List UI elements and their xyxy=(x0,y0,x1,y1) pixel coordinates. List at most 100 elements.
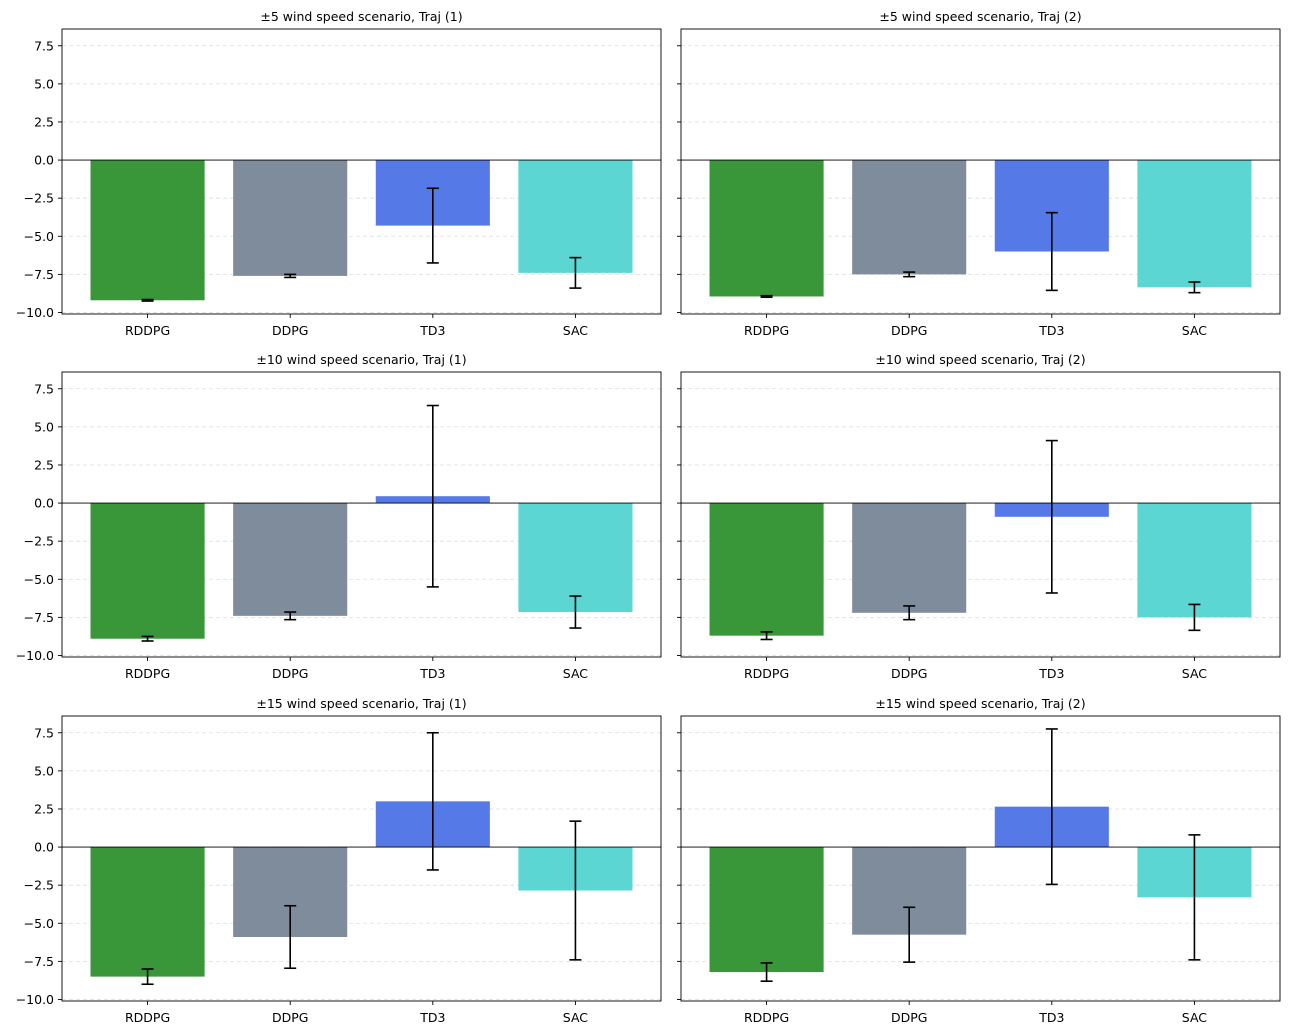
x-tick-label: SAC xyxy=(563,323,588,338)
y-tick-label: −10.0 xyxy=(16,992,54,1007)
y-tick-label: 2.5 xyxy=(34,457,54,472)
y-tick-label: 0.0 xyxy=(34,840,54,855)
bar-rddpg xyxy=(90,847,205,977)
bar-rddpg xyxy=(709,160,824,297)
panel-title: ±10 wind speed scenario, Traj (1) xyxy=(256,352,466,367)
y-tick-label: −10.0 xyxy=(16,648,54,663)
x-tick-label: RDDPG xyxy=(125,666,170,681)
x-tick-label: TD3 xyxy=(419,323,445,338)
x-tick-label: SAC xyxy=(1182,323,1207,338)
y-tick-label: 0.0 xyxy=(34,153,54,168)
y-tick-label: −7.5 xyxy=(24,954,54,969)
x-tick-label: SAC xyxy=(1182,666,1207,681)
axes-frame xyxy=(680,28,1281,315)
y-tick-label: −7.5 xyxy=(24,610,54,625)
error-bar-td3 xyxy=(1045,728,1058,886)
error-bar-sac xyxy=(569,595,582,629)
error-bar-rddpg xyxy=(141,968,154,986)
axes-frame xyxy=(61,28,662,315)
panel-title: ±5 wind speed scenario, Traj (2) xyxy=(879,9,1081,24)
error-bar-td3 xyxy=(426,404,439,588)
panel-title: ±15 wind speed scenario, Traj (2) xyxy=(875,696,1085,711)
chart-panel-3: ±10 wind speed scenario, Traj (1) −10.0 −7… xyxy=(16,352,662,681)
error-bar-rddpg xyxy=(760,631,773,641)
y-tick-label: −5.0 xyxy=(24,916,54,931)
error-bar-ddpg xyxy=(903,271,916,278)
y-tick-label: 0.0 xyxy=(34,496,54,511)
chart-panel-4: ±10 wind speed scenario, Traj (2) RDDPG DD… xyxy=(677,352,1281,681)
y-tick-label: −5.0 xyxy=(24,572,54,587)
x-tick-label: DDPG xyxy=(891,666,927,681)
error-bar-td3 xyxy=(426,731,439,871)
x-tick-label: DDPG xyxy=(272,666,308,681)
axes-frame xyxy=(61,371,662,658)
y-tick-label: 7.5 xyxy=(34,381,54,396)
axes-frame xyxy=(680,715,1281,1002)
y-tick-label: −7.5 xyxy=(24,267,54,282)
error-bar-ddpg xyxy=(284,611,297,621)
panel-title: ±5 wind speed scenario, Traj (1) xyxy=(260,9,462,24)
chart-panel-1: ±5 wind speed scenario, Traj (1) −10.0 −7.… xyxy=(16,9,662,338)
bar-sac xyxy=(518,503,633,613)
x-tick-label: SAC xyxy=(563,666,588,681)
error-bar-sac xyxy=(1188,281,1201,294)
error-bar-sac xyxy=(569,256,582,289)
y-tick-label: −10.0 xyxy=(16,305,54,320)
x-tick-label: SAC xyxy=(1182,1010,1207,1025)
bar-ddpg xyxy=(852,503,967,613)
error-bar-sac xyxy=(1188,603,1201,632)
bar-ddpg xyxy=(233,160,348,276)
panel-title: ±10 wind speed scenario, Traj (2) xyxy=(875,352,1085,367)
y-tick-label: 5.0 xyxy=(34,76,54,91)
error-bar-td3 xyxy=(426,187,439,264)
x-tick-label: TD3 xyxy=(1038,666,1064,681)
x-tick-label: SAC xyxy=(563,1010,588,1025)
error-bar-rddpg xyxy=(141,635,154,642)
panel-title: ±15 wind speed scenario, Traj (1) xyxy=(256,696,466,711)
chart-panel-5: ±15 wind speed scenario, Traj (1) −10.0 −7… xyxy=(16,696,662,1025)
error-bar-ddpg xyxy=(903,906,916,963)
bar-rddpg xyxy=(709,503,824,636)
x-tick-label: TD3 xyxy=(1038,1010,1064,1025)
error-bar-rddpg xyxy=(760,962,773,982)
y-tick-label: 5.0 xyxy=(34,763,54,778)
error-bar-ddpg xyxy=(903,605,916,621)
y-tick-label: 2.5 xyxy=(34,801,54,816)
error-bar-rddpg xyxy=(760,294,773,299)
axes-frame xyxy=(680,371,1281,658)
error-bar-td3 xyxy=(1045,211,1058,292)
error-bar-ddpg xyxy=(284,273,297,279)
y-tick-label: 7.5 xyxy=(34,725,54,740)
x-tick-label: DDPG xyxy=(891,323,927,338)
error-bar-sac xyxy=(1188,834,1201,961)
bar-rddpg xyxy=(90,503,205,639)
x-tick-label: DDPG xyxy=(891,1010,927,1025)
x-tick-label: TD3 xyxy=(419,666,445,681)
x-tick-label: TD3 xyxy=(1038,323,1064,338)
chart-panel-2: ±5 wind speed scenario, Traj (2) RDDPG DDP… xyxy=(677,9,1281,338)
bar-ddpg xyxy=(233,503,348,616)
error-bar-sac xyxy=(569,820,582,961)
chart-panel-6: ±15 wind speed scenario, Traj (2) RDDPG DD… xyxy=(677,696,1281,1025)
bar-ddpg xyxy=(852,160,967,275)
y-tick-label: −2.5 xyxy=(24,878,54,893)
bar-rddpg xyxy=(709,847,824,973)
y-tick-label: 7.5 xyxy=(34,38,54,53)
y-tick-label: −2.5 xyxy=(24,534,54,549)
x-tick-label: TD3 xyxy=(419,1010,445,1025)
bar-sac xyxy=(1137,503,1252,618)
x-tick-label: RDDPG xyxy=(744,323,789,338)
error-bar-td3 xyxy=(1045,439,1058,594)
bar-rddpg xyxy=(90,160,205,301)
x-tick-label: RDDPG xyxy=(744,666,789,681)
x-tick-label: RDDPG xyxy=(125,323,170,338)
y-tick-label: −5.0 xyxy=(24,229,54,244)
x-tick-label: DDPG xyxy=(272,1010,308,1025)
y-tick-label: 2.5 xyxy=(34,114,54,129)
bar-sac xyxy=(518,160,633,273)
y-tick-label: 5.0 xyxy=(34,419,54,434)
error-bar-rddpg xyxy=(141,298,154,302)
x-tick-label: RDDPG xyxy=(125,1010,170,1025)
y-tick-label: −2.5 xyxy=(24,191,54,206)
